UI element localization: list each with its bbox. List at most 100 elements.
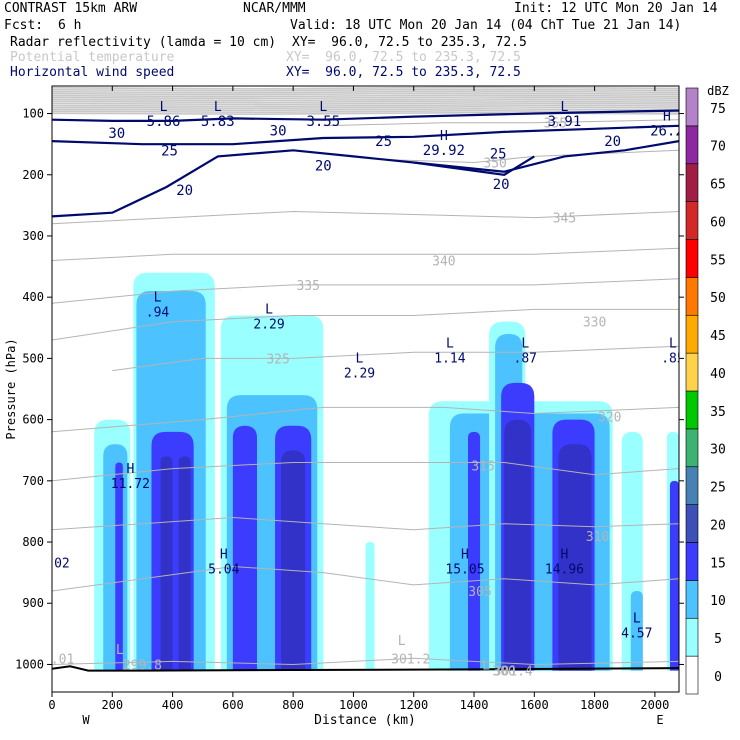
wind-contour-2 (52, 140, 679, 218)
x-tick-label-600: 600 (222, 698, 244, 712)
reflectivity-cell-13 (365, 542, 375, 671)
upper-theta-line-12 (52, 109, 679, 114)
refl-extremum-type-2: L (356, 352, 364, 367)
theta-label-300: 300 (492, 665, 515, 680)
refl-extremum-value-8: 15.05 (445, 562, 484, 577)
theta-extremum-1: 299.8 (123, 658, 162, 673)
theta-contour-355 (323, 119, 679, 127)
theta-contour-325 (112, 345, 679, 372)
colorbar-label-0: 0 (714, 670, 722, 685)
theta-label-310: 310 (586, 530, 609, 545)
wind-label-2: 20 (315, 159, 332, 175)
refl-extremum-type-6: H (126, 462, 134, 477)
colorbar-swatch-70 (685, 125, 699, 165)
wind-extremum-value-3: 29.92 (423, 143, 465, 159)
wind-extremum-value-1: 5.83 (201, 114, 235, 130)
theta-label-320: 320 (598, 411, 621, 426)
colorbar: 0 5 10 15 20 25 30 35 40 45 50 55 60 65 70 75 (685, 87, 726, 695)
org-label: NCAR/MMM (243, 1, 306, 16)
x-tick-label-200: 200 (101, 698, 123, 712)
colorbar-swatch-55 (685, 239, 699, 278)
colorbar-swatch-15 (685, 542, 699, 581)
colorbar-swatch-65 (685, 163, 699, 202)
theta-contour-320 (52, 406, 679, 433)
refl-extremum-type-10: L (633, 612, 641, 627)
wind-contour-0 (52, 109, 679, 122)
contour-labels: 300 305 310 315 320 325 330 335 340 345 350 355 .01 2… (52, 100, 684, 680)
refl-extremum-type-8: H (461, 547, 469, 562)
theta-contour-350 (383, 149, 679, 164)
x-tick-label-1800: 1800 (580, 698, 609, 712)
y-tick-label-800: 800 (22, 535, 44, 549)
wind-extra-label-3: 20 (176, 183, 193, 199)
theta-contour-305 (52, 565, 679, 592)
wind-contours (52, 109, 679, 218)
reflectivity-cell-6 (160, 456, 173, 671)
theta-contour-345 (52, 210, 679, 225)
theta-label-330: 330 (583, 316, 606, 331)
wind-extremum-type-1: L (214, 100, 222, 115)
x-end-label-west: W (82, 713, 90, 727)
colorbar-label-50: 50 (710, 291, 726, 306)
upper-theta-line-0 (52, 86, 679, 90)
refl-extremum-value-5: .85 (661, 351, 684, 366)
y-tick-label-200: 200 (22, 168, 44, 182)
reflectivity-cell-24 (630, 591, 643, 671)
wind-extremum-value-4: 3.91 (548, 114, 582, 130)
reflectivity-cell-2 (115, 462, 123, 671)
colorbar-swatch-0 (685, 655, 699, 695)
field-xy-theta: XY= 96.0, 72.5 to 235.3, 72.5 (286, 50, 521, 65)
reflectivity-cell-18 (467, 431, 481, 671)
refl-extremum-type-3: L (446, 336, 454, 351)
x-tick-label-2000: 2000 (640, 698, 669, 712)
colorbar-swatch-35 (685, 390, 699, 430)
upper-theta-line-5 (52, 96, 679, 100)
wind-extra-label-4: 20 (604, 134, 621, 150)
reflectivity-cell-7 (178, 456, 191, 671)
colorbar-label-40: 40 (710, 367, 726, 382)
x-tick-label-1600: 1600 (520, 698, 549, 712)
refl-extremum-value-2: 2.29 (344, 367, 375, 382)
x-tick-label-0: 0 (48, 698, 55, 712)
refl-extremum-value-10: 4.57 (621, 627, 652, 642)
colorbar-label-75: 75 (710, 102, 726, 117)
field-xy-reflectivity: XY= 96.0, 72.5 to 235.3, 72.5 (292, 35, 527, 50)
upper-theta-line-11 (52, 107, 679, 112)
y-tick-label-100: 100 (22, 107, 44, 121)
colorbar-unit: dBZ (707, 84, 729, 98)
x-tick-label-800: 800 (282, 698, 304, 712)
colorbar-label-35: 35 (710, 405, 726, 420)
wind-contour-3 (413, 155, 535, 176)
colorbar-swatch-75 (685, 87, 699, 127)
refl-extremum-value-4: .87 (514, 351, 537, 366)
colorbar-swatch-5 (685, 617, 699, 657)
x-tick-label-400: 400 (162, 698, 184, 712)
upper-theta-band (52, 86, 679, 116)
theta-extremum-6: L (482, 658, 490, 673)
refl-extremum-value-3: 1.14 (434, 351, 465, 366)
colorbar-swatch-30 (685, 428, 699, 468)
colorbar-label-70: 70 (710, 140, 726, 155)
y-tick-label-900: 900 (22, 596, 44, 610)
wind-extremum-type-0: L (160, 100, 168, 115)
y-axis-label: Pressure (hPa) (4, 338, 18, 439)
colorbar-label-10: 10 (710, 594, 726, 609)
theta-label-305: 305 (468, 585, 491, 600)
theta-extremum-4: L (116, 643, 124, 658)
colorbar-label-20: 20 (710, 518, 726, 533)
wind-extremum-type-4: L (561, 100, 569, 115)
upper-theta-line-8 (52, 102, 679, 106)
fcst-label: Fcst: (4, 18, 44, 33)
refl-extremum-type-5: L (669, 336, 677, 351)
wind-extra-label-2: 25 (490, 146, 507, 162)
wind-extremum-type-2: L (319, 100, 327, 115)
colorbar-label-5: 5 (714, 632, 722, 647)
theta-label-345: 345 (553, 212, 576, 227)
field-name-wind: Horizontal wind speed (10, 65, 175, 80)
reflectivity-cell-20 (504, 419, 532, 671)
field-name-theta: Potential temperature (10, 50, 175, 65)
colorbar-swatch-45 (685, 314, 699, 354)
wind-contour-1 (52, 124, 679, 146)
colorbar-label-45: 45 (710, 329, 726, 344)
y-tick-label-400: 400 (22, 290, 44, 304)
